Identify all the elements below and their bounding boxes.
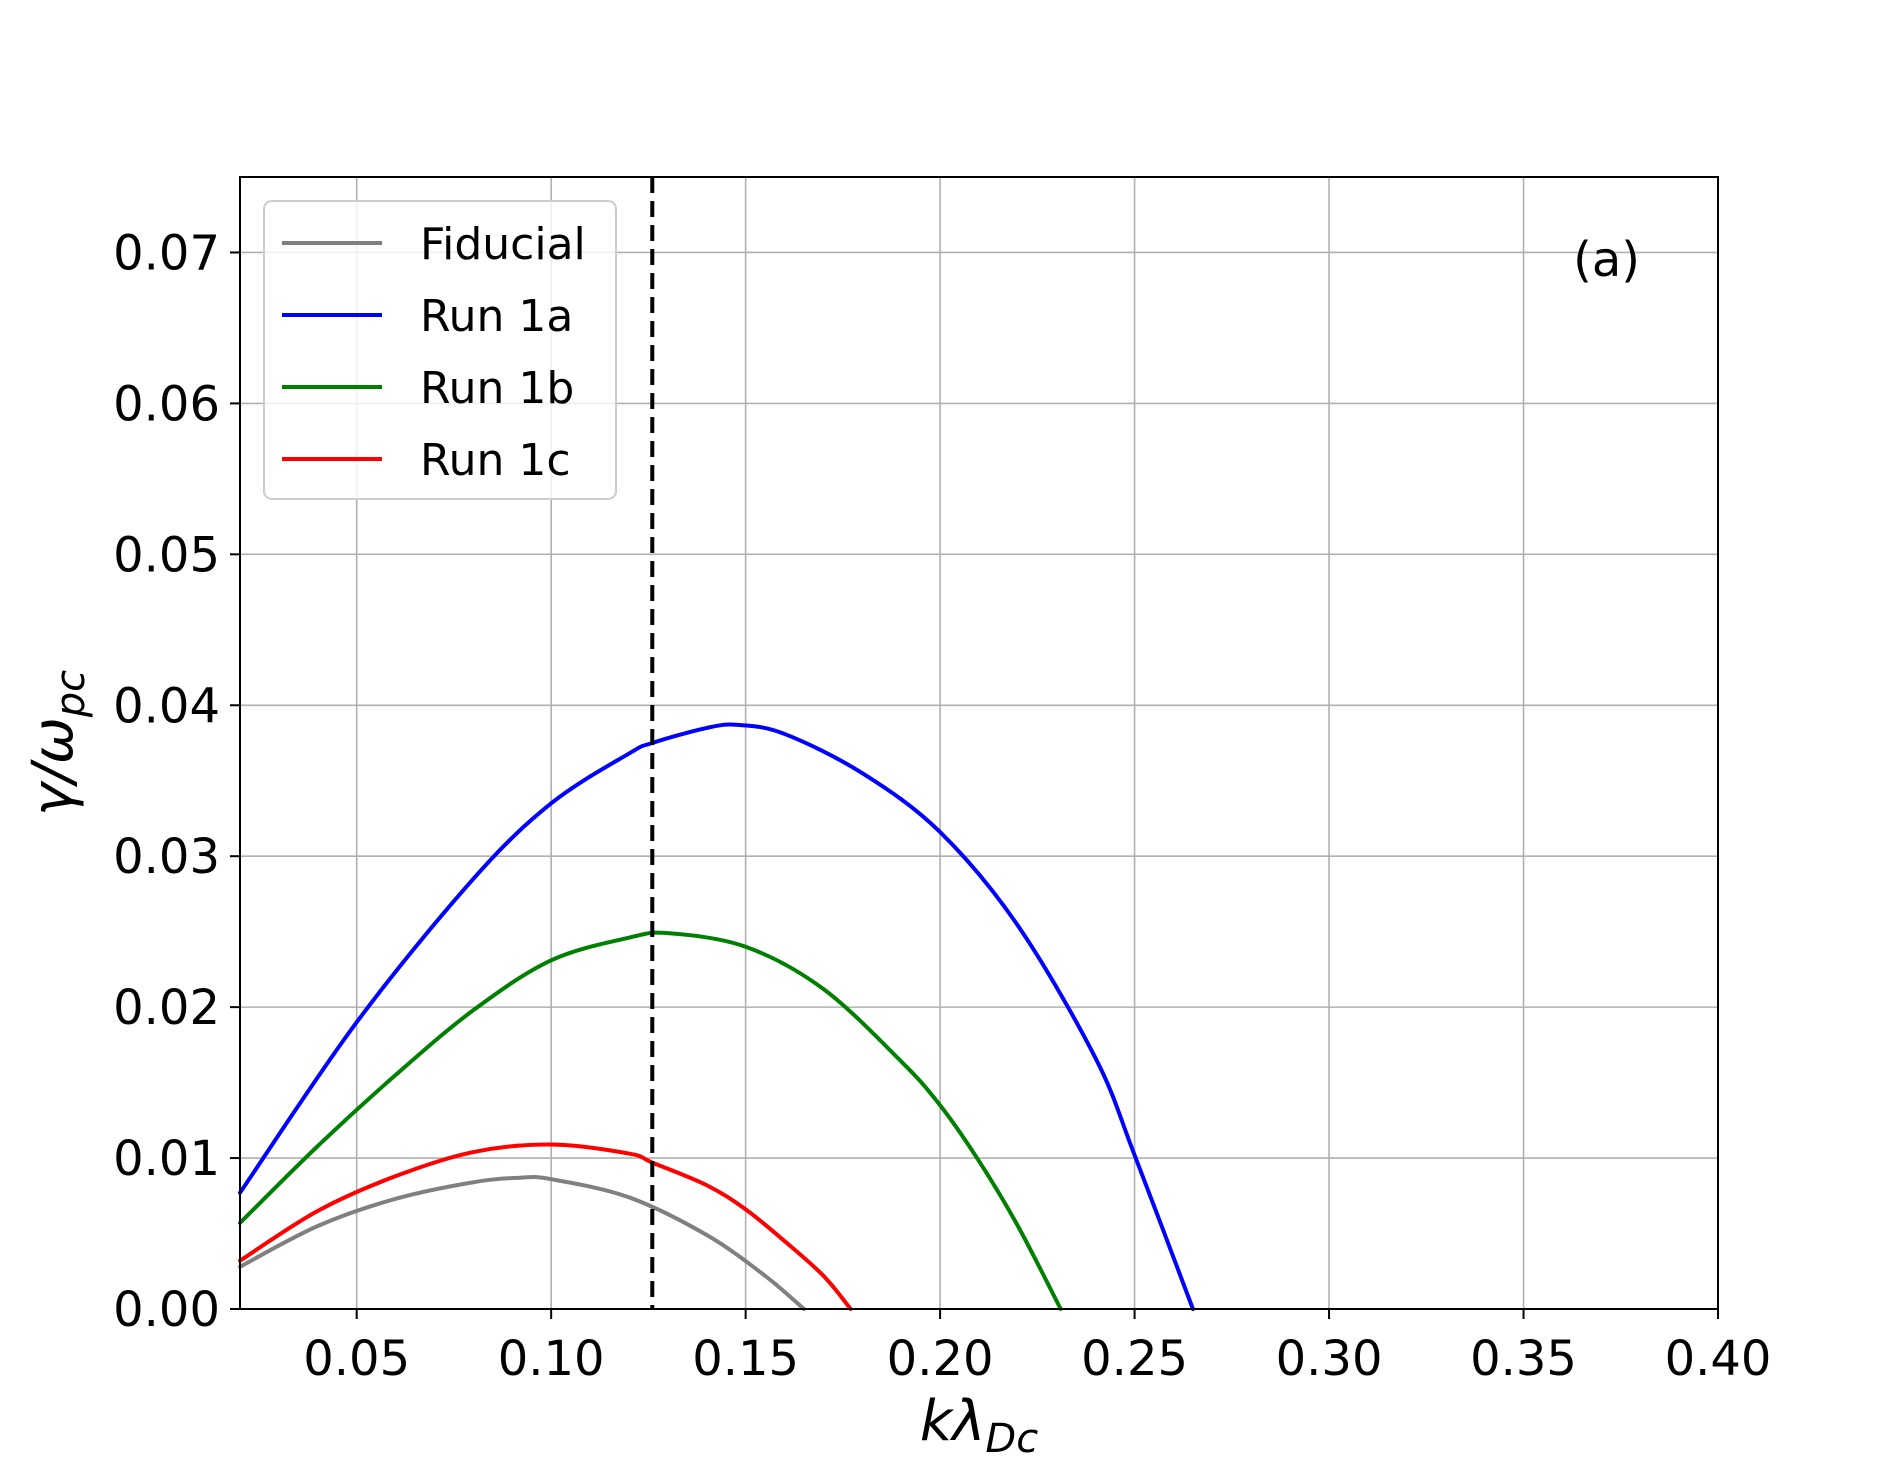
y-tick-label: 0.05	[113, 527, 220, 583]
plot-frame	[239, 176, 1719, 1310]
y-axis-label-subscript: pc	[48, 670, 94, 718]
y-tick-label: 0.00	[113, 1282, 220, 1338]
series-line-run-1b	[238, 930, 1063, 1311]
x-tick-label: 0.20	[887, 1331, 994, 1387]
x-axis-label: kλDc	[920, 1389, 1038, 1462]
series-line-fiducial	[238, 1175, 806, 1311]
x-tick-label: 0.40	[1665, 1331, 1772, 1387]
x-tick-label: 0.10	[498, 1331, 605, 1387]
y-tick-label: 0.07	[113, 225, 220, 281]
panel-label: (a)	[1573, 232, 1640, 288]
series-lines	[238, 722, 1195, 1311]
legend-label-run-1a: Run 1a	[420, 291, 573, 342]
y-tick-label: 0.06	[113, 376, 220, 432]
legend-items: Fiducial Run 1a Run 1b Run 1c	[282, 219, 586, 486]
axis-ticks: 0.05 0.10 0.15 0.20 0.25 0.30 0.35 0.40 0.00 0.01…	[113, 225, 1771, 1387]
legend-label-run-1c: Run 1c	[420, 435, 571, 486]
y-tick-label: 0.03	[113, 829, 220, 885]
x-tick-label: 0.30	[1276, 1331, 1383, 1387]
x-tick-label: 0.15	[692, 1331, 799, 1387]
legend-label-run-1b: Run 1b	[420, 363, 574, 414]
x-tick-label: 0.05	[303, 1331, 410, 1387]
x-tick-label: 0.25	[1081, 1331, 1188, 1387]
x-axis-label-subscript: Dc	[985, 1416, 1038, 1462]
y-tick-label: 0.02	[113, 980, 220, 1036]
series-line-run-1c	[238, 1142, 853, 1311]
legend: Fiducial Run 1a Run 1b Run 1c	[263, 200, 617, 500]
y-axis-label: γ/ωpc	[21, 670, 94, 816]
series-line-run-1a	[238, 722, 1195, 1311]
legend-label-fiducial: Fiducial	[420, 219, 586, 270]
legend-box	[263, 200, 617, 500]
y-tick-label: 0.04	[113, 678, 220, 734]
y-tick-label: 0.01	[113, 1131, 220, 1187]
x-tick-label: 0.35	[1470, 1331, 1577, 1387]
